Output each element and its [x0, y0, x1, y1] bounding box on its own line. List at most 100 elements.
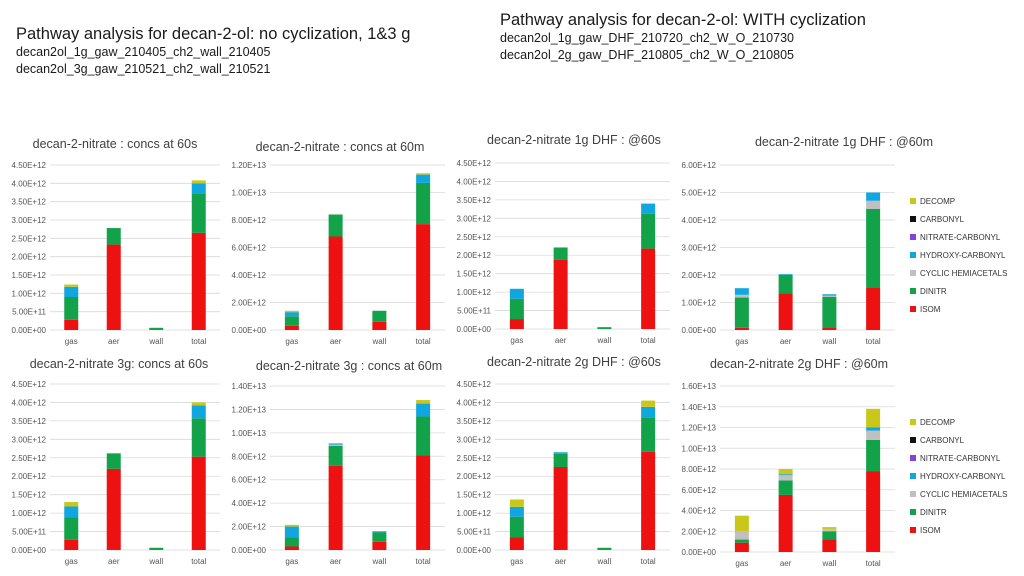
- x-tick-label: wall: [821, 337, 836, 346]
- y-tick-label: 4.00E+12: [457, 398, 492, 407]
- legend-swatch: [910, 473, 916, 479]
- bar-segment-hydroxy-carbonyl: [509, 506, 524, 517]
- legend-swatch: [910, 491, 916, 497]
- legend-label: ISOM: [920, 304, 941, 314]
- y-tick-label: 0.00E+00: [232, 326, 267, 335]
- bar-segment-decomp: [64, 502, 79, 507]
- chart-svg: decan-2-nitrate 2g DHF : @60m 0.00E+00 2.0…: [682, 357, 895, 568]
- legend-swatch: [910, 198, 916, 204]
- bar-segment-hydroxy-carbonyl: [372, 531, 387, 533]
- chart-concs-60s-1g: decan-2-nitrate : concs at 60s 0.00E+00 5.…: [0, 130, 225, 355]
- y-tick-label: 1.50E+12: [457, 491, 492, 500]
- x-tick-label: total: [641, 557, 656, 566]
- legend-label: DINITR: [920, 286, 947, 296]
- y-tick-label: 1.00E+13: [682, 444, 717, 453]
- y-tick-label: 4.50E+12: [457, 159, 492, 168]
- bar-segment-dinitr: [822, 297, 837, 328]
- x-tick-label: gas: [285, 557, 298, 566]
- x-tick-label: aer: [555, 336, 567, 345]
- bar-segment-dinitr: [822, 531, 837, 540]
- bar-segment-hydroxy-carbonyl: [284, 312, 299, 317]
- bar-segment-hydroxy-carbonyl: [641, 203, 656, 214]
- y-tick-label: 1.50E+12: [457, 270, 492, 279]
- bar-segment-hydroxy-carbonyl: [64, 506, 79, 518]
- x-tick-label: total: [866, 559, 881, 568]
- x-tick-label: total: [416, 557, 431, 566]
- legend-item: DINITR: [910, 282, 1007, 300]
- bar-segment-dinitr: [328, 445, 343, 466]
- y-tick-label: 4.00E+12: [457, 177, 492, 186]
- y-tick-label: 2.00E+12: [232, 523, 267, 532]
- bar-segment-dinitr: [64, 297, 79, 320]
- bar-segment-isom: [509, 537, 524, 550]
- y-tick-label: 2.00E+12: [682, 527, 717, 536]
- bar-segment-isom: [553, 259, 568, 329]
- x-tick-label: wall: [596, 336, 611, 345]
- bar-segment-dinitr: [597, 547, 612, 550]
- y-tick-label: 1.00E+12: [12, 509, 47, 518]
- y-tick-label: 5.00E+11: [12, 308, 46, 317]
- y-tick-label: 3.50E+12: [457, 417, 492, 426]
- bar-segment-isom: [64, 319, 79, 330]
- y-tick-label: 2.00E+12: [682, 271, 717, 280]
- header-left: Pathway analysis for decan-2-ol: no cycl…: [16, 24, 410, 78]
- bar-segment-dinitr: [509, 298, 524, 320]
- x-tick-label: aer: [330, 337, 342, 346]
- chart-svg: decan-2-nitrate : concs at 60m 0.00E+00 2.…: [232, 140, 445, 346]
- x-tick-label: gas: [65, 557, 78, 566]
- y-tick-label: 0.00E+00: [682, 548, 717, 557]
- chart-concs-60m-3g: decan-2-nitrate 3g : concs at 60m 0.00E+0…: [225, 350, 450, 576]
- bar-segment-dinitr: [416, 182, 431, 225]
- y-tick-label: 1.00E+13: [232, 189, 267, 198]
- x-tick-label: wall: [596, 557, 611, 566]
- bar-segment-hydroxy-carbonyl: [416, 403, 431, 417]
- bar-segment-dinitr: [284, 537, 299, 547]
- x-tick-label: gas: [510, 557, 523, 566]
- bar-segment-dinitr: [553, 453, 568, 467]
- bar-segment-isom: [416, 455, 431, 550]
- y-tick-label: 4.00E+12: [682, 507, 717, 516]
- y-tick-label: 4.50E+12: [12, 161, 47, 170]
- bar-segment-cyclic-hemiacetals: [866, 200, 881, 209]
- bar-segment-cyclic-hemiacetals: [778, 475, 793, 481]
- y-tick-label: 4.00E+12: [12, 179, 47, 188]
- y-tick-label: 1.50E+12: [12, 491, 47, 500]
- y-tick-label: 2.50E+12: [457, 454, 492, 463]
- bar-segment-hydroxy-carbonyl: [191, 405, 206, 419]
- bar-segment-hydroxy-carbonyl: [284, 526, 299, 538]
- bar-segment-dinitr: [553, 247, 568, 260]
- legend-item: DINITR: [910, 503, 1007, 521]
- y-tick-label: 8.00E+12: [232, 216, 267, 225]
- y-tick-label: 4.00E+12: [12, 398, 47, 407]
- y-tick-label: 1.50E+12: [12, 271, 47, 280]
- legend-item: NITRATE-CARBONYL: [910, 228, 1007, 246]
- legend-label: DINITR: [920, 507, 947, 517]
- bar-segment-isom: [641, 248, 656, 329]
- x-tick-label: gas: [510, 336, 523, 345]
- legend-swatch: [910, 216, 916, 222]
- y-tick-label: 0.00E+00: [682, 326, 717, 335]
- y-tick-label: 3.00E+12: [12, 435, 47, 444]
- bar-segment-isom: [822, 327, 837, 330]
- bar-segment-hydroxy-carbonyl: [866, 192, 881, 201]
- y-tick-label: 1.20E+13: [682, 424, 717, 433]
- y-tick-label: 5.00E+12: [682, 189, 717, 198]
- chart-concs-60m-1g: decan-2-nitrate : concs at 60m 0.00E+00 2.…: [225, 130, 450, 355]
- header-right-line-1: decan2ol_1g_gaw_DHF_210720_ch2_W_O_21073…: [500, 31, 794, 45]
- bar-segment-hydroxy-carbonyl: [416, 174, 431, 183]
- y-tick-label: 0.00E+00: [457, 325, 492, 334]
- legend-swatch: [910, 509, 916, 515]
- bar-segment-dinitr: [284, 316, 299, 326]
- legend-item: CARBONYL: [910, 210, 1007, 228]
- legend-label: NITRATE-CARBONYL: [920, 232, 1001, 242]
- bar-segment-decomp: [191, 180, 206, 184]
- legend-label: DECOMP: [920, 196, 956, 206]
- x-tick-label: total: [191, 557, 206, 566]
- bar-segment-dinitr: [106, 228, 121, 245]
- y-tick-label: 1.60E+13: [682, 382, 717, 391]
- x-tick-label: wall: [371, 337, 386, 346]
- chart-title: decan-2-nitrate 3g: concs at 60s: [30, 357, 209, 371]
- bar-segment-isom: [416, 224, 431, 330]
- bar-segment-isom: [866, 471, 881, 552]
- legend-label: ISOM: [920, 525, 941, 535]
